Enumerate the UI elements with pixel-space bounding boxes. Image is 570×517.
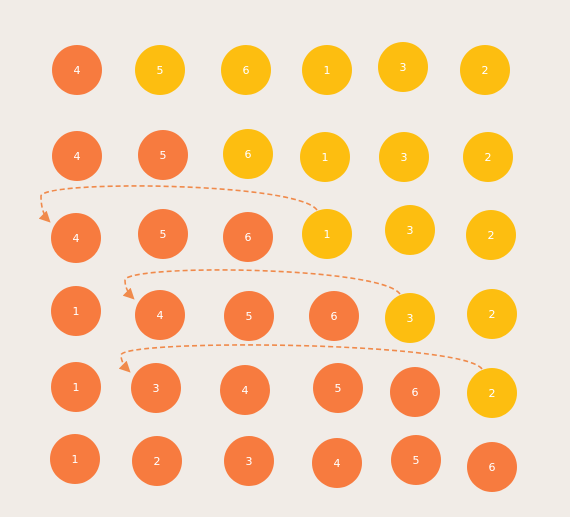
number-label: 6 [489, 461, 496, 474]
number-label: 2 [489, 387, 496, 400]
number-circle [378, 42, 428, 92]
number-circle [385, 293, 435, 343]
number-label: 6 [243, 64, 250, 77]
move-arrows [38, 185, 483, 373]
number-circle [223, 129, 273, 179]
number-label: 3 [407, 312, 414, 325]
number-circle [224, 436, 274, 486]
number-label: 3 [153, 382, 160, 395]
number-label: 6 [331, 310, 338, 323]
number-label: 1 [73, 381, 80, 394]
number-circle [138, 209, 188, 259]
number-label: 4 [334, 457, 341, 470]
number-label: 4 [242, 384, 249, 397]
number-circle [138, 130, 188, 180]
move-arrow [122, 269, 401, 300]
number-circle [309, 291, 359, 341]
number-label: 3 [401, 151, 408, 164]
number-label: 5 [246, 310, 253, 323]
number-label: 4 [73, 232, 80, 245]
number-circle [220, 365, 270, 415]
number-circle [132, 436, 182, 486]
number-label: 2 [482, 64, 489, 77]
number-circle [51, 362, 101, 412]
step-row: 4 5 6 1 3 2 [52, 42, 510, 95]
number-label: 4 [157, 309, 164, 322]
number-circle [52, 45, 102, 95]
number-label: 6 [412, 386, 419, 399]
number-circle [224, 291, 274, 341]
number-circle [379, 132, 429, 182]
number-circle [221, 45, 271, 95]
number-circle [300, 132, 350, 182]
number-circle [466, 210, 516, 260]
number-circle [391, 435, 441, 485]
number-circle [51, 286, 101, 336]
step-row: 1 3 4 5 6 2 [51, 362, 517, 418]
number-label: 5 [413, 454, 420, 467]
number-circle [312, 438, 362, 488]
number-label: 4 [74, 64, 81, 77]
number-circle [50, 434, 100, 484]
step-row: 1 4 5 6 3 2 [51, 286, 517, 343]
number-label: 4 [74, 150, 81, 163]
step-row: 4 5 6 1 3 2 [51, 205, 516, 263]
number-circle [135, 45, 185, 95]
number-label: 2 [485, 151, 492, 164]
number-circle [460, 45, 510, 95]
number-label: 1 [73, 305, 80, 318]
number-label: 1 [324, 228, 331, 241]
number-label: 5 [157, 64, 164, 77]
step-row: 4 5 6 1 3 2 [52, 129, 513, 182]
number-circle [52, 131, 102, 181]
number-label: 3 [400, 61, 407, 74]
number-label: 2 [489, 308, 496, 321]
number-label: 6 [245, 231, 252, 244]
number-circle [51, 213, 101, 263]
number-label: 1 [322, 151, 329, 164]
number-circle [135, 290, 185, 340]
number-circle [390, 367, 440, 417]
number-label: 3 [407, 224, 414, 237]
number-label: 2 [488, 229, 495, 242]
number-circle [313, 363, 363, 413]
number-label: 1 [72, 453, 79, 466]
number-label: 5 [335, 382, 342, 395]
number-circle [223, 212, 273, 262]
number-circle [385, 205, 435, 255]
number-circle [463, 132, 513, 182]
step-rows: 4 5 6 1 3 2 4 5 6 1 3 2 4 5 6 1 3 2 1 4 5 6 3 2 1 3 4 5 6 2 1 2 3 4 5 6 [50, 42, 517, 492]
number-circle [302, 209, 352, 259]
number-label: 5 [160, 149, 167, 162]
number-label: 6 [245, 148, 252, 161]
move-arrow [38, 185, 318, 223]
number-label: 3 [246, 455, 253, 468]
number-circle [467, 442, 517, 492]
number-label: 5 [160, 228, 167, 241]
number-circle [467, 289, 517, 339]
number-label: 1 [324, 64, 331, 77]
step-row: 1 2 3 4 5 6 [50, 434, 517, 492]
number-circle [131, 363, 181, 413]
number-circle [467, 368, 517, 418]
number-label: 2 [154, 455, 161, 468]
move-arrow [118, 344, 483, 373]
number-circle [302, 45, 352, 95]
